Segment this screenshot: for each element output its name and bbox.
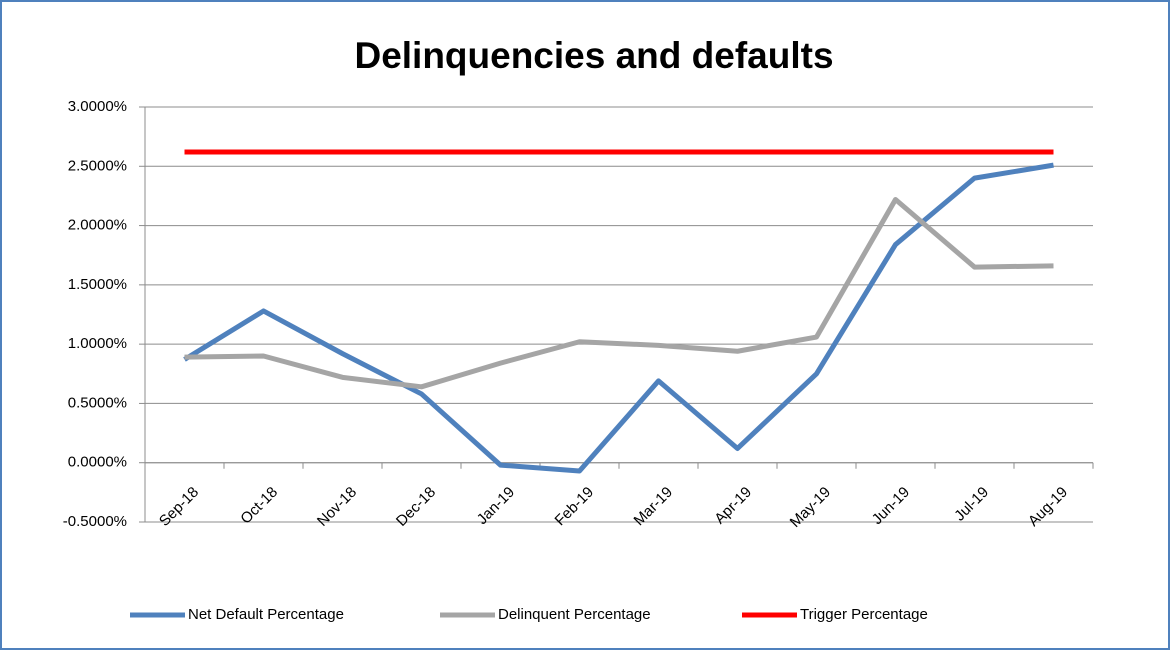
chart-title: Delinquencies and defaults bbox=[354, 35, 833, 76]
y-tick-label: 0.5000% bbox=[68, 394, 127, 411]
y-tick-label: 2.0000% bbox=[68, 217, 127, 234]
legend-label: Trigger Percentage bbox=[800, 606, 928, 623]
legend-label: Net Default Percentage bbox=[188, 606, 344, 623]
data-line bbox=[184, 196, 1054, 390]
y-tick-label: 1.5000% bbox=[68, 276, 127, 293]
legend-label: Delinquent Percentage bbox=[498, 606, 651, 623]
y-tick-label: -0.5000% bbox=[63, 513, 127, 530]
y-tick-label: 3.0000% bbox=[68, 98, 127, 115]
y-tick-label: 1.0000% bbox=[68, 335, 127, 352]
y-tick-label: 2.5000% bbox=[68, 157, 127, 174]
data-line bbox=[183, 162, 1054, 474]
y-tick-label: 0.0000% bbox=[68, 454, 127, 471]
